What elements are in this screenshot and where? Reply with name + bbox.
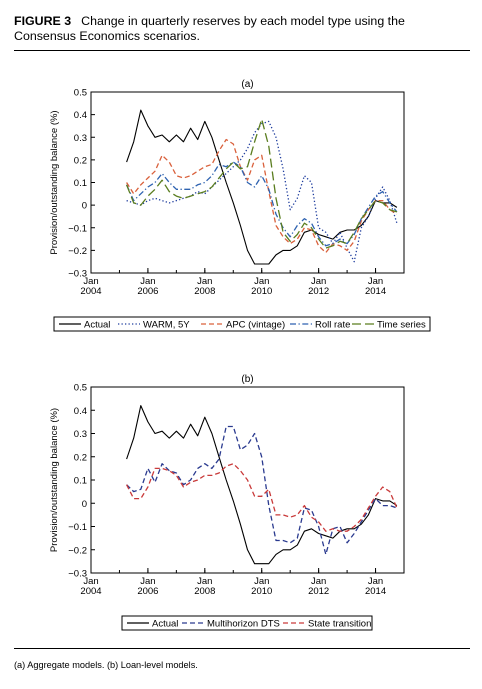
x-tick-label: Jan	[140, 276, 155, 287]
series-line	[126, 109, 398, 265]
figure-caption: FIGURE 3 Change in quarterly reserves by …	[14, 14, 470, 44]
x-tick-label: 2006	[137, 286, 158, 297]
y-tick-label: 0.3	[74, 133, 87, 144]
y-tick-label: −0.1	[68, 223, 87, 234]
y-tick-label: 0.1	[74, 476, 87, 487]
x-tick-label: Jan	[254, 576, 269, 587]
y-tick-label: 0.4	[74, 406, 87, 417]
legend-box	[53, 316, 431, 332]
legend-label: State transition	[308, 619, 371, 630]
legend-label: Roll rate	[315, 320, 350, 331]
series-line	[126, 463, 398, 532]
y-tick-label: −0.3	[68, 269, 87, 280]
y-tick-label: 0.2	[74, 452, 87, 463]
series-line	[125, 118, 398, 249]
y-axis-label: Provision/outstanding balance (%)	[49, 408, 60, 552]
x-tick-label: 2012	[308, 586, 329, 597]
x-tick-label: Jan	[311, 276, 326, 287]
x-tick-label: 2010	[251, 586, 272, 597]
chart-title: (b)	[241, 374, 253, 385]
x-tick-label: Jan	[83, 576, 98, 587]
legend-label: APC (vintage)	[226, 320, 285, 331]
series-line	[126, 161, 398, 247]
series-line	[126, 120, 398, 263]
y-tick-label: 0.5	[74, 88, 87, 99]
x-tick-label: 2014	[365, 586, 386, 597]
chart-b: (b) Provision/outstanding balance (%) 0.5 0…	[49, 374, 405, 631]
x-tick-label: Jan	[368, 276, 383, 287]
figure-footnote: (a) Aggregate models. (b) Loan-level mod…	[14, 660, 198, 670]
y-tick-label: 0.5	[74, 383, 87, 394]
x-tick-label: Jan	[197, 276, 212, 287]
x-tick-label: 2008	[194, 286, 215, 297]
bottom-rule	[14, 648, 470, 649]
x-tick-label: Jan	[311, 576, 326, 587]
x-tick-label: 2004	[80, 286, 101, 297]
legend-label: Actual	[152, 619, 178, 630]
x-tick-label: Jan	[83, 276, 98, 287]
series-line	[126, 425, 398, 556]
x-tick-label: 2014	[365, 286, 386, 297]
legend-label: Multihorizon DTS	[207, 619, 280, 630]
y-tick-label: −0.2	[68, 545, 87, 556]
figure-label: FIGURE 3	[14, 14, 72, 28]
figure-caption-text: Change in quarterly reserves by each mod…	[14, 14, 405, 43]
y-tick-label: 0	[82, 499, 87, 510]
y-tick-label: −0.2	[68, 246, 87, 257]
x-tick-label: 2006	[137, 586, 158, 597]
x-tick-label: 2012	[308, 286, 329, 297]
x-tick-label: Jan	[197, 576, 212, 587]
top-rule	[14, 50, 470, 51]
chart-title: (a)	[241, 79, 253, 90]
y-axis-label: Provision/outstanding balance (%)	[49, 110, 60, 254]
series-line	[126, 405, 398, 565]
x-tick-label: Jan	[368, 576, 383, 587]
y-tick-label: 0.2	[74, 155, 87, 166]
x-tick-label: Jan	[140, 576, 155, 587]
y-tick-label: −0.3	[68, 569, 87, 580]
y-tick-label: 0.3	[74, 429, 87, 440]
legend-label: Actual	[84, 320, 110, 331]
y-tick-label: 0.4	[74, 110, 87, 121]
legend-box	[121, 615, 373, 631]
y-tick-label: 0.1	[74, 178, 87, 189]
legend-label: Time series	[377, 320, 426, 331]
x-tick-label: Jan	[254, 276, 269, 287]
x-tick-label: 2010	[251, 286, 272, 297]
chart-a: (a) Provision/outstanding balance (%) 0.5 0…	[49, 79, 431, 332]
y-tick-label: 0	[82, 201, 87, 212]
series-line	[126, 138, 398, 254]
x-tick-label: 2004	[80, 586, 101, 597]
y-tick-label: −0.1	[68, 522, 87, 533]
x-tick-label: 2008	[194, 586, 215, 597]
legend-label: WARM, 5Y	[143, 320, 190, 331]
